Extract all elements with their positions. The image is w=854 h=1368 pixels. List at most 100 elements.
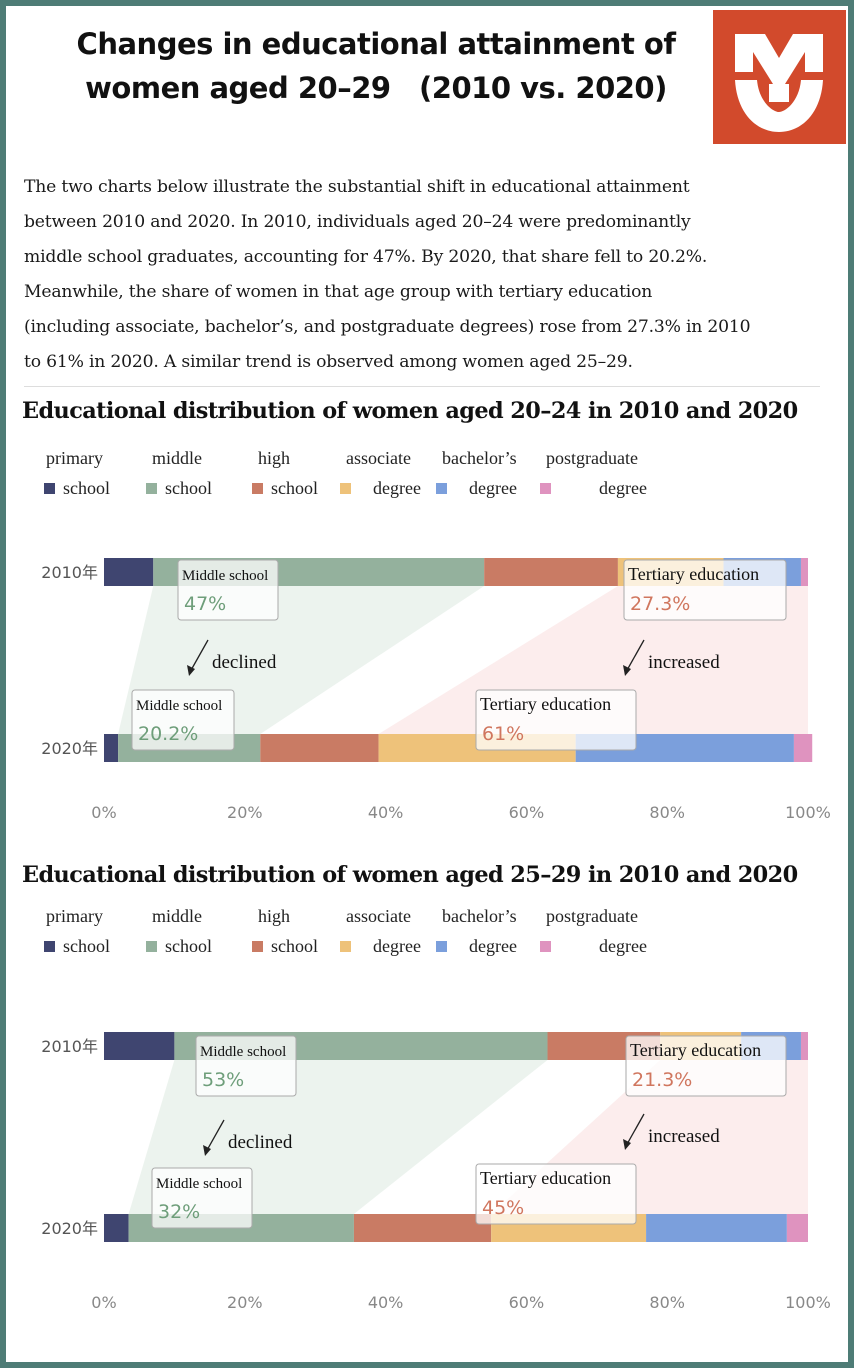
legend-swatch [252,483,263,495]
trend-label: increased [648,1126,720,1147]
annotation-title: Tertiary education [480,694,611,714]
annotation-title: Tertiary education [628,564,759,584]
bar-segment [104,1032,175,1060]
legend-label-top: primary [46,906,103,926]
legend-label-bottom: school [271,936,318,956]
legend-label-bottom: degree [469,936,517,956]
chart-1-plot: 2010年 2020年 0% 20% 40% 60% 80% 100% Middle schoo… [41,558,831,822]
annotation-title: Middle school [156,1176,242,1192]
x-tick-label: 0% [91,1293,116,1312]
mg-logo-svg [735,34,823,132]
annotation-box [475,689,637,751]
legend-label-bottom: degree [599,478,647,498]
legend-label-top: associate [346,448,411,468]
legend-label-bottom: school [165,936,212,956]
annotation-box [625,1035,787,1097]
annotation-value: 32% [158,1201,200,1223]
annotation-box [131,689,235,751]
legend-swatch [540,941,551,953]
trend-arrowhead [203,1145,211,1156]
x-tick-label: 20% [227,1293,263,1312]
x-tick-label: 60% [509,803,545,822]
bar-segment [800,558,808,586]
legend-label-bottom: degree [599,936,647,956]
divider [24,386,820,387]
legend-label-top: bachelor’s [442,906,517,926]
annotation-box [151,1167,253,1229]
category-label: 2020年 [41,739,98,758]
x-tick-label: 80% [649,1293,685,1312]
trend-label: increased [648,652,720,673]
annotation-value: 47% [184,593,226,615]
annotation-title: Tertiary education [480,1168,611,1188]
annotation-box [195,1035,297,1097]
annotation-value: 21.3% [632,1069,692,1091]
x-tick-label: 60% [509,1293,545,1312]
x-tick-label: 100% [785,803,831,822]
trend-arrow [625,639,645,673]
bar-segment [353,1214,492,1242]
category-label: 2010年 [41,563,98,582]
legend-label-top: primary [46,448,103,468]
legend-swatch [44,483,55,495]
legend-swatch [44,941,55,953]
annotation-box [177,559,279,621]
legend-label-top: bachelor’s [442,448,517,468]
x-tick-label: 80% [649,803,685,822]
annotation-value: 27.3% [630,593,690,615]
category-label: 2010年 [41,1037,98,1056]
x-tick-label: 0% [91,803,116,822]
chart-1-title: Educational distribution of women aged 2… [22,398,798,424]
page-title-line-2: women aged 20–29 (2010 vs. 2020) [85,71,667,105]
chart-2-plot: 2010年 2020年 0% 20% 40% 60% 80% 100% Middle schoo… [41,1032,831,1312]
legend-swatch [340,941,351,953]
annotation-box [475,1163,637,1225]
trend-arrowhead [623,665,631,676]
bar-segment [786,1214,808,1242]
bar-segment [646,1214,787,1242]
bar-segment [484,558,618,586]
annotation-value: 45% [482,1197,524,1219]
intro-paragraph: The two charts below illustrate the subs… [24,177,751,372]
bar-segment [800,1032,808,1060]
bar-segment [104,558,154,586]
x-tick-label: 20% [227,803,263,822]
category-label: 2020年 [41,1219,98,1238]
legend-label-bottom: school [63,936,110,956]
x-tick-label: 100% [785,1293,831,1312]
legend-label-bottom: degree [373,478,421,498]
legend-label-top: middle [152,906,202,926]
legend-swatch [540,483,551,495]
trend-arrowhead [623,1139,631,1150]
trend-label: declined [228,1132,293,1153]
legend-swatch [146,941,157,953]
legend-swatch [436,483,447,495]
bar-segment [260,734,379,762]
page-title: Changes in educational attainment of wom… [46,22,706,110]
legend-label-bottom: degree [373,936,421,956]
annotation-box [623,559,787,621]
legend-label-bottom: school [271,478,318,498]
legend-label-top: postgraduate [546,906,638,926]
mg-logo-icon [713,10,846,144]
x-tick-label: 40% [368,803,404,822]
annotation-value: 20.2% [138,723,198,745]
trend-arrow [189,639,209,673]
x-tick-label: 40% [368,1293,404,1312]
trend-label: declined [212,652,277,673]
annotation-title: Tertiary education [630,1040,761,1060]
legend-swatch [340,483,351,495]
bar-segment [793,734,813,762]
annotation-title: Middle school [182,568,268,584]
legend-label-bottom: school [165,478,212,498]
annotation-value: 61% [482,723,524,745]
trend-arrowhead [187,665,195,676]
legend-swatch [146,483,157,495]
trend-arrow [205,1119,225,1153]
page-title-line-1: Changes in educational attainment of [76,27,676,61]
legend-swatch [436,941,447,953]
annotation-value: 53% [202,1069,244,1091]
annotation-title: Middle school [136,698,222,714]
legend-label-bottom: degree [469,478,517,498]
legend-label-bottom: school [63,478,110,498]
